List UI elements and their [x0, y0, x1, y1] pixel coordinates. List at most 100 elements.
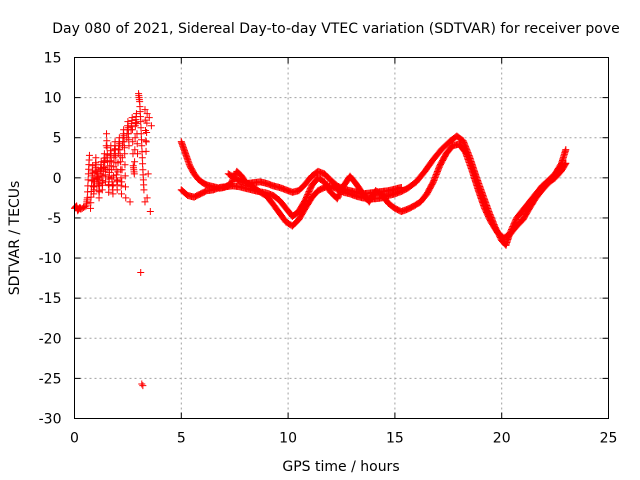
- data-point: [135, 96, 143, 104]
- data-point: [103, 144, 111, 152]
- data-point: [144, 170, 152, 178]
- data-point: [85, 156, 93, 164]
- data-point: [129, 150, 137, 158]
- y-tick-label: 10: [44, 91, 62, 107]
- data-point: [113, 177, 121, 185]
- data-point: [138, 148, 146, 156]
- data-point: [117, 174, 125, 182]
- data-point: [126, 198, 134, 206]
- y-tick-label: -30: [39, 412, 62, 428]
- x-tick-label: 15: [386, 431, 404, 447]
- points-layer: [71, 90, 570, 390]
- data-point: [129, 138, 137, 146]
- y-tick-label: 15: [44, 51, 62, 67]
- y-tick-label: 5: [53, 131, 62, 147]
- data-point: [118, 166, 126, 174]
- x-tick-label: 25: [600, 431, 618, 447]
- data-point: [84, 182, 92, 190]
- x-axis-title: GPS time / hours: [282, 459, 399, 475]
- y-tick-label: -25: [39, 371, 62, 387]
- data-point: [111, 145, 119, 153]
- data-point: [109, 172, 117, 180]
- data-point: [102, 154, 110, 162]
- data-point: [137, 268, 145, 276]
- data-point: [125, 142, 133, 150]
- data-point: [143, 119, 151, 127]
- grid-layer: [74, 57, 609, 419]
- data-point: [131, 158, 139, 166]
- data-point: [128, 126, 136, 134]
- data-point: [121, 161, 129, 169]
- data-point: [140, 181, 148, 189]
- data-point: [125, 136, 133, 144]
- data-point: [120, 138, 128, 146]
- data-point: [133, 120, 141, 128]
- data-point: [397, 183, 405, 191]
- data-point: [107, 147, 115, 155]
- series-2: [177, 140, 570, 242]
- data-point: [147, 122, 155, 130]
- data-point: [95, 188, 103, 196]
- data-point: [95, 194, 103, 202]
- data-point: [121, 183, 129, 191]
- data-point: [117, 190, 125, 198]
- data-point: [103, 130, 111, 138]
- y-tick-label: -15: [39, 291, 62, 307]
- data-point: [145, 114, 153, 122]
- data-point: [121, 150, 129, 158]
- data-point: [107, 158, 115, 166]
- plot-frame: [74, 57, 609, 419]
- x-tick-label: 20: [493, 431, 511, 447]
- data-point: [124, 124, 132, 132]
- y-tick-label: -10: [39, 251, 62, 267]
- data-point: [137, 130, 145, 138]
- x-tick-label: 10: [279, 431, 297, 447]
- data-point: [128, 117, 136, 125]
- data-point: [117, 182, 125, 190]
- data-point: [143, 129, 151, 137]
- data-point: [141, 198, 149, 206]
- data-point: [562, 159, 570, 167]
- data-point: [116, 146, 124, 154]
- y-tick-label: 0: [53, 171, 62, 187]
- data-point: [146, 208, 154, 216]
- data-point: [131, 146, 139, 154]
- data-point: [562, 146, 570, 154]
- data-point: [138, 136, 146, 144]
- x-tick-label: 0: [70, 431, 79, 447]
- data-point: [122, 194, 130, 202]
- data-point: [118, 178, 126, 186]
- data-point: [141, 106, 149, 114]
- data-point: [138, 380, 146, 388]
- data-point: [139, 160, 147, 168]
- data-point: [137, 124, 145, 132]
- data-point: [131, 134, 139, 142]
- series-0: [71, 90, 155, 390]
- data-point: [118, 154, 126, 162]
- data-point: [136, 113, 144, 121]
- data-point: [110, 163, 118, 171]
- y-axis-title: SDTVAR / TECUs: [7, 181, 23, 296]
- data-point: [141, 116, 149, 124]
- data-point: [103, 151, 111, 159]
- data-point: [130, 168, 138, 176]
- data-point: [142, 138, 150, 146]
- data-point: [109, 186, 117, 194]
- data-point: [138, 142, 146, 150]
- data-point: [138, 154, 146, 162]
- y-tick-label: -5: [48, 211, 62, 227]
- data-point: [83, 196, 91, 204]
- data-point: [121, 172, 129, 180]
- data-point: [142, 137, 150, 145]
- data-point: [143, 194, 151, 202]
- data-point: [124, 130, 132, 138]
- data-point: [103, 137, 111, 145]
- tick-layer: 0 5 10 15 20 25 15 10 5 0 -5 -10 -15 -20 -25 -30: [39, 51, 618, 447]
- data-point: [561, 161, 569, 169]
- data-point: [120, 144, 128, 152]
- x-tick-label: 5: [177, 431, 186, 447]
- data-point: [95, 187, 103, 195]
- data-point: [105, 188, 113, 196]
